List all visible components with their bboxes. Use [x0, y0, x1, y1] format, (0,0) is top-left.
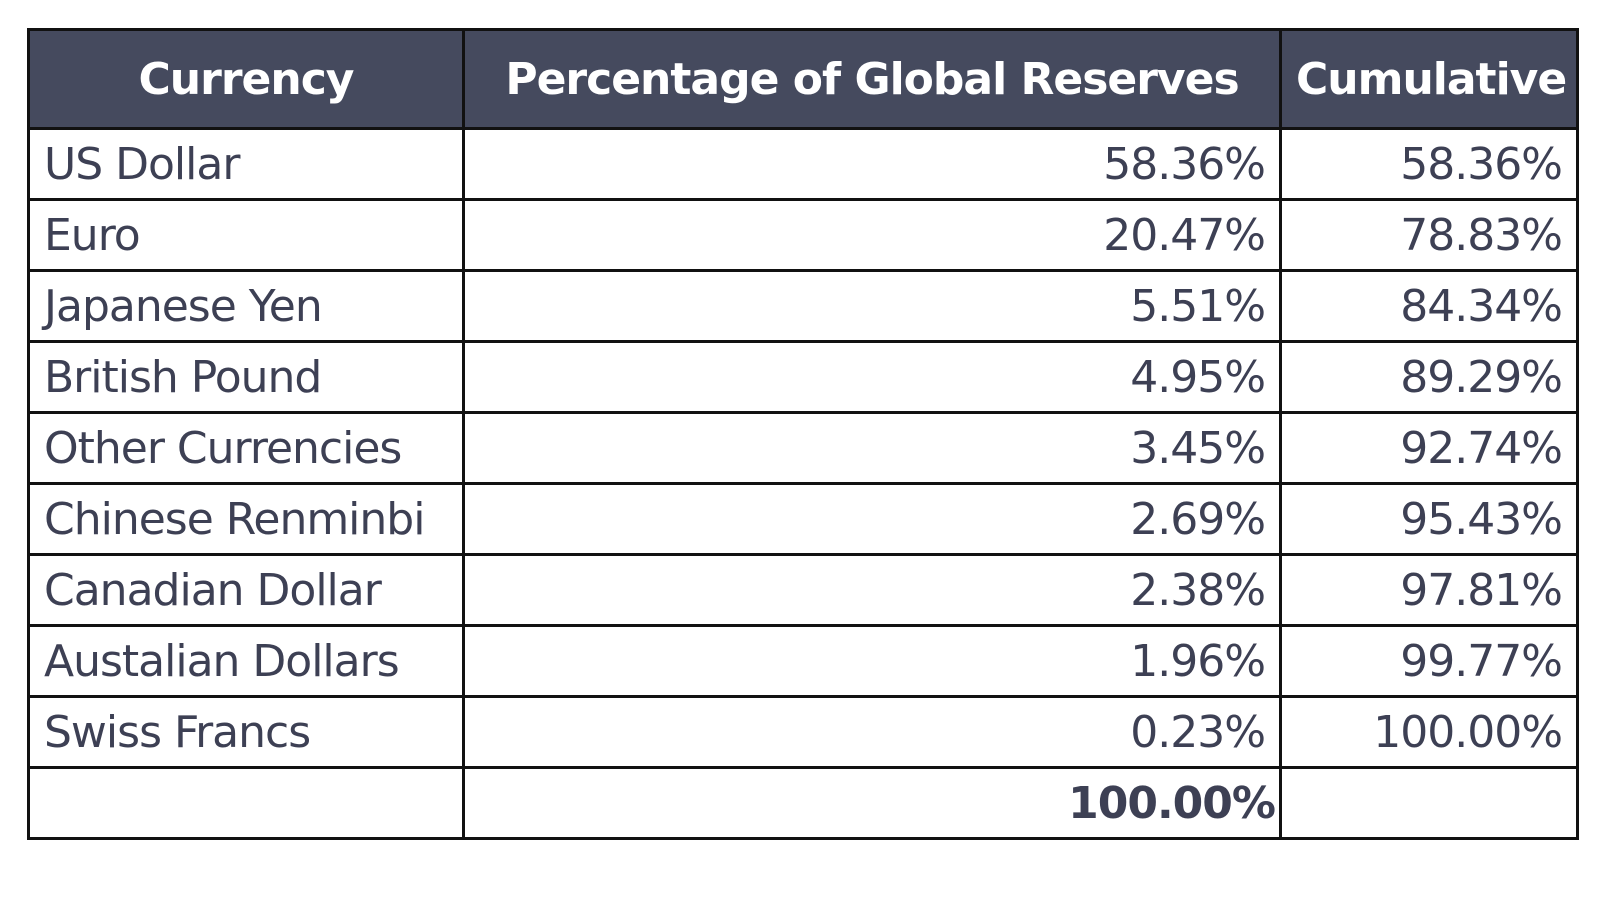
currency-cell: Canadian Dollar [27, 553, 465, 627]
currency-cell: Euro [27, 198, 465, 272]
table-row: Austalian Dollars 1.96% 99.77% [27, 624, 1579, 698]
header-cell: Currency [27, 28, 465, 130]
header-row: Currency Percentage of Global Reserves C… [27, 28, 1579, 130]
percent-cell: 3.45% [462, 411, 1282, 485]
percent-cell: 5.51% [462, 269, 1282, 343]
currency-cell: Japanese Yen [27, 269, 465, 343]
table-row: US Dollar 58.36% 58.36% [27, 127, 1579, 201]
percent-cell: 92.74% [1279, 411, 1579, 485]
currency-cell: Other Currencies [27, 411, 465, 485]
table-row: Swiss Francs 0.23% 100.00% [27, 695, 1579, 769]
percent-cell: 58.36% [1279, 127, 1579, 201]
table-row: Euro 20.47% 78.83% [27, 198, 1579, 272]
percent-cell: 58.36% [462, 127, 1282, 201]
percent-cell: 0.23% [462, 695, 1282, 769]
table-row: Japanese Yen 5.51% 84.34% [27, 269, 1579, 343]
header-cell: Percentage of Global Reserves [462, 28, 1282, 130]
currency-cell: Swiss Francs [27, 695, 465, 769]
percent-cell: 20.47% [462, 198, 1282, 272]
table-header: Currency Percentage of Global Reserves C… [27, 28, 1579, 130]
empty-cell [1279, 766, 1579, 840]
table-row: British Pound 4.95% 89.29% [27, 340, 1579, 414]
percent-cell: 89.29% [1279, 340, 1579, 414]
total-row: 100.00% [27, 766, 1579, 840]
percent-cell: 2.38% [462, 553, 1282, 627]
table-body: US Dollar 58.36% 58.36% Euro 20.47% 78.83% Jap… [27, 127, 1579, 840]
percent-cell: 4.95% [462, 340, 1282, 414]
currency-cell: Austalian Dollars [27, 624, 465, 698]
table-row: Other Currencies 3.45% 92.74% [27, 411, 1579, 485]
currency-cell: British Pound [27, 340, 465, 414]
percent-cell: 2.69% [462, 482, 1282, 556]
percent-cell: 100.00% [1279, 695, 1579, 769]
percent-cell: 1.96% [462, 624, 1282, 698]
percent-cell: 84.34% [1279, 269, 1579, 343]
percent-cell: 78.83% [1279, 198, 1579, 272]
percent-cell: 95.43% [1279, 482, 1579, 556]
empty-cell [27, 766, 465, 840]
percent-cell: 99.77% [1279, 624, 1579, 698]
percent-cell: 97.81% [1279, 553, 1579, 627]
currency-cell: US Dollar [27, 127, 465, 201]
table-row: Chinese Renminbi 2.69% 95.43% [27, 482, 1579, 556]
total-cell: 100.00% [462, 766, 1282, 840]
header-cell: Cumulative [1279, 28, 1579, 130]
reserves-table: Currency Percentage of Global Reserves C… [27, 28, 1579, 840]
table-row: Canadian Dollar 2.38% 97.81% [27, 553, 1579, 627]
currency-cell: Chinese Renminbi [27, 482, 465, 556]
